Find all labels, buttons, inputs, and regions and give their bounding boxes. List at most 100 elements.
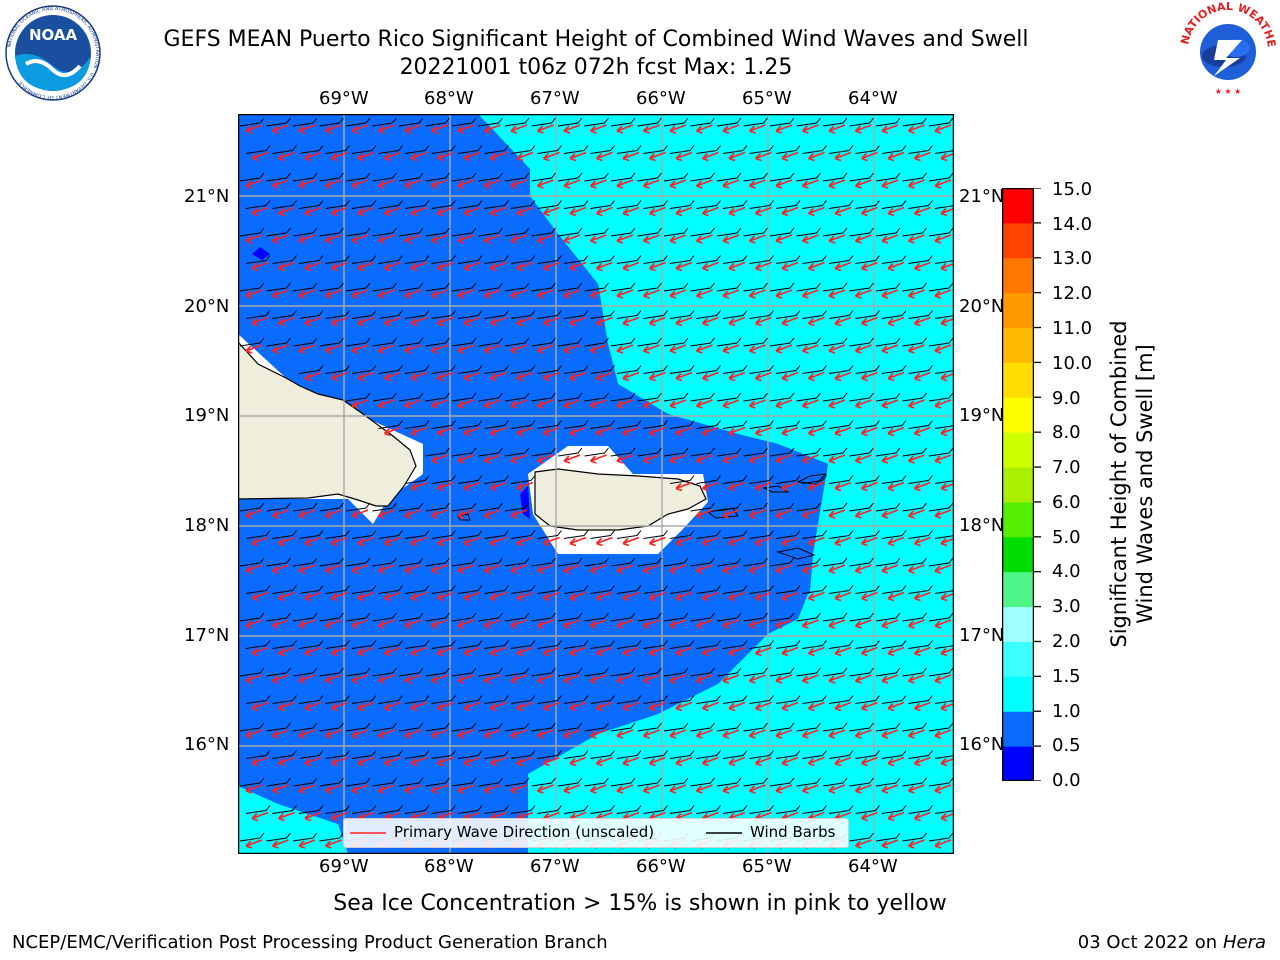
- wind-barb: [451, 282, 477, 292]
- wave-direction-arrow: [436, 701, 454, 712]
- wave-direction-arrow: [410, 646, 428, 657]
- wind-barb: [378, 255, 403, 264]
- wave-direction-arrow: [410, 701, 428, 712]
- wind-barb: [775, 145, 801, 154]
- wave-direction-arrow: [324, 564, 342, 574]
- wave-direction-arrow: [907, 784, 925, 794]
- colorbar-tick: 3.0: [1052, 596, 1081, 617]
- wind-barb: [849, 282, 874, 292]
- wave-direction-arrow: [907, 179, 925, 189]
- lon-tick-bottom: 66°W: [636, 856, 686, 877]
- wind-barb: [690, 667, 715, 677]
- wind-barb: [457, 475, 483, 484]
- wind-barb: [643, 310, 668, 319]
- wind-barb: [610, 392, 636, 402]
- wave-direction-arrow: [563, 179, 581, 189]
- wind-barb: [769, 722, 795, 732]
- wind-barb: [690, 612, 715, 622]
- wind-barb: [610, 337, 636, 347]
- wave-direction-arrow: [834, 426, 852, 437]
- wave-direction-arrow: [642, 729, 660, 739]
- wave-direction-arrow: [781, 371, 799, 382]
- wind-barb: [510, 695, 536, 704]
- wind-barb: [828, 145, 854, 154]
- wave-direction-arrow: [940, 757, 954, 767]
- wind-barb: [716, 447, 742, 457]
- wind-barb: [510, 530, 536, 539]
- wave-direction-arrow: [616, 454, 634, 464]
- wind-barb: [478, 282, 503, 292]
- wind-barb: [398, 667, 424, 677]
- wave-direction-arrow: [436, 371, 454, 382]
- wave-direction-arrow: [457, 124, 475, 134]
- wave-direction-arrow: [854, 399, 872, 409]
- wave-direction-arrow: [410, 371, 428, 382]
- wave-direction-arrow: [754, 536, 772, 547]
- wind-barb: [245, 530, 271, 539]
- wind-barb: [696, 750, 721, 759]
- wave-direction-arrow: [251, 591, 269, 602]
- wind-barb: [319, 282, 344, 292]
- wave-direction-arrow: [648, 646, 666, 657]
- wave-direction-arrow: [616, 674, 634, 684]
- wind-barb: [451, 722, 477, 732]
- wave-direction-arrow: [642, 454, 660, 464]
- wave-direction-arrow: [642, 619, 660, 629]
- wave-direction-arrow: [642, 344, 660, 354]
- wave-direction-arrow: [748, 784, 766, 794]
- wind-barb: [802, 475, 827, 484]
- wind-barb: [690, 777, 715, 787]
- wind-barb: [881, 750, 907, 759]
- wave-direction-arrow: [754, 261, 772, 272]
- wave-direction-arrow: [330, 811, 348, 822]
- chart-title: GEFS MEAN Puerto Rico Significant Height…: [163, 27, 1029, 52]
- wind-barb: [584, 557, 609, 567]
- wind-barb: [372, 392, 397, 402]
- wave-direction-arrow: [510, 124, 528, 134]
- wave-direction-arrow: [430, 564, 448, 574]
- wave-direction-arrow: [801, 729, 819, 739]
- wind-barb: [431, 310, 456, 319]
- wind-barb: [849, 172, 874, 182]
- wind-barb: [451, 667, 477, 677]
- wave-direction-arrow: [934, 234, 952, 244]
- wave-direction-arrow: [648, 151, 666, 162]
- wind-barb: [855, 365, 880, 374]
- wind-barb: [484, 475, 509, 484]
- wind-barb: [298, 255, 324, 264]
- wave-direction-arrow: [828, 344, 846, 354]
- wind-barb: [484, 805, 509, 814]
- wave-direction-arrow: [542, 261, 560, 272]
- wind-barb: [716, 117, 742, 127]
- wave-direction-arrow: [510, 729, 528, 739]
- wind-barb: [404, 365, 430, 374]
- wind-barb: [398, 227, 424, 237]
- wave-direction-arrow: [595, 261, 613, 272]
- wave-direction-arrow: [807, 316, 825, 327]
- colorbar-tick: 0.0: [1052, 770, 1081, 791]
- wind-barb: [239, 227, 265, 237]
- wave-direction-arrow: [728, 371, 746, 382]
- wave-direction-arrow: [483, 454, 501, 464]
- wave-direction-arrow: [351, 784, 369, 794]
- wind-barb: [557, 282, 583, 292]
- lat-tick-right: 20°N: [959, 296, 1005, 317]
- wind-barb: [298, 640, 324, 649]
- wave-direction-arrow: [701, 701, 719, 712]
- wind-barb: [849, 337, 874, 347]
- wave-direction-arrow: [271, 619, 289, 629]
- wave-direction-arrow: [722, 289, 740, 299]
- wave-direction-arrow: [351, 289, 369, 299]
- lon-tick-top: 68°W: [424, 88, 474, 109]
- wave-direction-arrow: [404, 399, 422, 409]
- wave-direction-arrow: [728, 701, 746, 712]
- wave-direction-arrow: [377, 619, 395, 629]
- wave-direction-arrow: [245, 344, 263, 354]
- wind-barb: [504, 337, 530, 347]
- wave-direction-arrow: [595, 316, 613, 327]
- wind-barb: [690, 172, 715, 182]
- wind-barb: [696, 255, 721, 264]
- wave-direction-arrow: [728, 316, 746, 327]
- wave-direction-arrow: [695, 234, 713, 244]
- wind-barb: [796, 612, 821, 622]
